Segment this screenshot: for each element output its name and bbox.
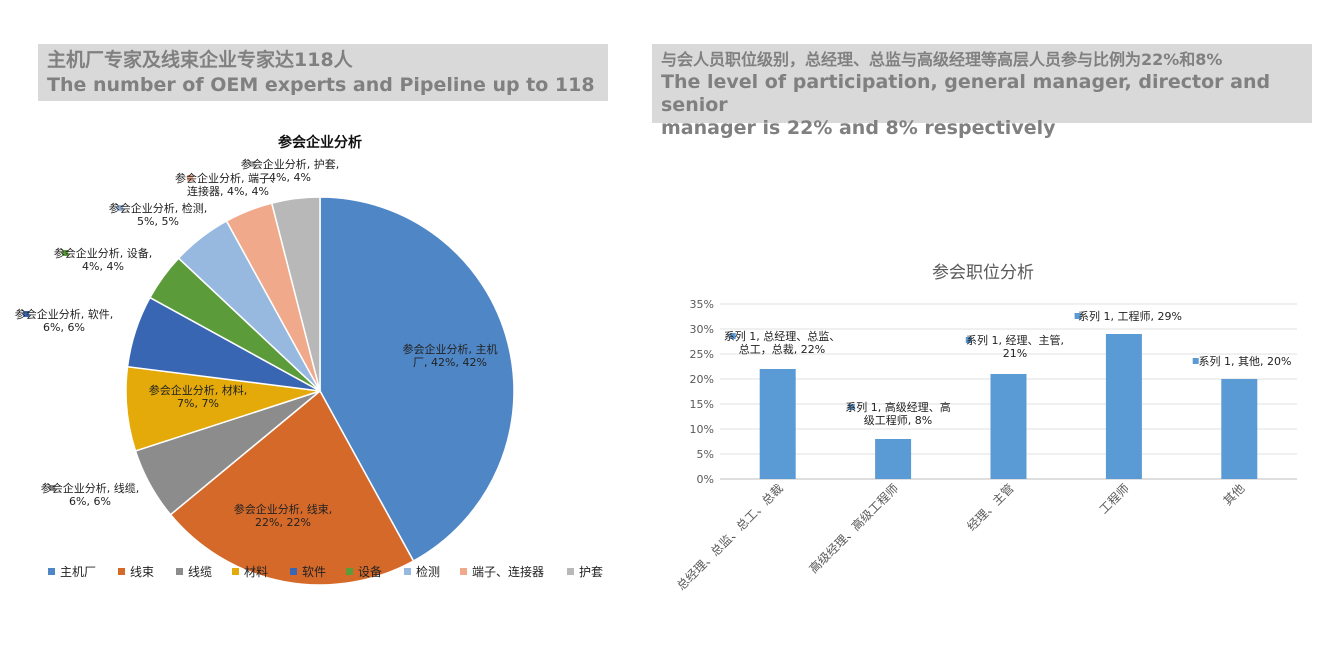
pie-slice-2 — [169, 389, 415, 586]
bar-xtick-4: 工程师 — [1096, 481, 1132, 517]
bar-ytick-3: 15% — [690, 398, 714, 411]
right-banner-cn: 与会人员职位级别，总经理、总监与高级经理等高层人员参与比例为22%和8% — [661, 50, 1223, 69]
pie-legend-swatch-1 — [48, 568, 55, 575]
bar-label-marker-4 — [1074, 313, 1081, 319]
pie-data-label-6: 参会企业分析, 设备, 4%, 4% — [54, 246, 153, 273]
bar-5 — [1221, 379, 1258, 479]
pie-legend-label-9: 护套 — [579, 565, 603, 579]
pie-data-label-main: 参会企业分析, 主机厂, 42%, 42% — [403, 342, 498, 369]
bar-ytick-5: 25% — [690, 348, 714, 361]
left-banner: 主机厂专家及线束企业专家达118人 The number of OEM expe… — [38, 44, 608, 101]
pie-label-marker-3 — [49, 485, 56, 491]
bar-data-label-2: 系列 1, 高级经理、高级工程师, 8% — [845, 400, 951, 427]
pie-data-label-9: 参会企业分析, 护套, 4%, 4% — [241, 157, 340, 184]
bar-ytick-6: 30% — [690, 323, 714, 336]
pie-slice-9 — [270, 196, 321, 392]
pie-chart: 参会企业分析 参会企业分析, 主机厂, 42%, 42% 参会企业分析, 线束, 2… — [15, 134, 603, 586]
pie-legend-swatch-8 — [460, 568, 467, 575]
left-banner-en: The number of OEM experts and Pipeline u… — [47, 74, 595, 96]
bar-xtick-5: 其他 — [1221, 481, 1248, 508]
pie-legend-label-5: 软件 — [302, 565, 326, 579]
bar-xtick-1: 总经理、总监、总工、总裁 — [674, 481, 786, 593]
pie-legend-swatch-4 — [232, 568, 239, 575]
pie-slice-1 — [319, 196, 515, 563]
pie-label-marker-5 — [23, 311, 30, 317]
pie-legend-swatch-3 — [176, 568, 183, 575]
right-banner: 与会人员职位级别，总经理、总监与高级经理等高层人员参与比例为22%和8% The… — [652, 44, 1312, 139]
bar-4 — [1105, 334, 1142, 479]
pie-legend-label-3: 线缆 — [188, 565, 212, 579]
left-banner-cn: 主机厂专家及线束企业专家达118人 — [47, 49, 353, 71]
bar-3 — [990, 374, 1027, 479]
pie-legend-label-4: 材料 — [244, 565, 268, 579]
bar-data-label-5: 系列 1, 其他, 20% — [1199, 354, 1292, 368]
bar-2 — [875, 439, 912, 479]
pie-label-marker-7 — [117, 205, 124, 211]
pie-legend-label-1: 主机厂 — [60, 565, 96, 579]
bar-ytick-0: 0% — [697, 473, 714, 486]
bar-data-label-3: 系列 1, 经理、主管, 21% — [966, 333, 1064, 360]
pie-title: 参会企业分析 — [278, 134, 362, 151]
right-banner-en-line2: manager is 22% and 8% respectively — [661, 117, 1056, 139]
bar-label-marker-2 — [848, 404, 855, 410]
bar-label-marker-3 — [965, 337, 972, 343]
pie-data-label-material: 参会企业分析, 材料, 7%, 7% — [149, 383, 248, 410]
pie-legend-label-2: 线束 — [130, 565, 154, 579]
right-banner-en-line1: The level of participation, general mana… — [661, 71, 1271, 116]
pie-label-marker-8 — [187, 175, 194, 181]
bar-1 — [759, 369, 796, 479]
pie-legend-swatch-2 — [118, 568, 125, 575]
pie-legend-swatch-5 — [290, 568, 297, 575]
bar-ytick-7: 35% — [690, 298, 714, 311]
bar-label-marker-1 — [729, 333, 736, 339]
bar-title: 参会职位分析 — [932, 263, 1034, 283]
pie-data-label-wire-harness: 参会企业分析, 线束, 22%, 22% — [234, 502, 333, 529]
pie-data-label-3: 参会企业分析, 线缆, 6%, 6% — [41, 481, 140, 508]
bar-ytick-1: 5% — [697, 448, 714, 461]
bar-xtick-3: 经理、主管 — [964, 481, 1017, 534]
bar-data-label-4: 系列 1, 工程师, 29% — [1078, 309, 1182, 323]
pie-legend-label-7: 检测 — [416, 564, 440, 579]
bar-label-marker-5 — [1192, 358, 1199, 364]
pie-legend-swatch-6 — [346, 568, 353, 575]
pie-legend-swatch-7 — [404, 568, 411, 575]
bar-xtick-2: 高级经理、高级工程师 — [806, 481, 901, 576]
pie-label-marker-9 — [249, 161, 256, 167]
bar-ytick-4: 20% — [690, 373, 714, 386]
pie-data-label-7: 参会企业分析, 检测, 5%, 5% — [109, 201, 208, 228]
bar-ytick-2: 10% — [690, 423, 714, 436]
pie-legend-swatch-9 — [567, 568, 574, 575]
pie-data-label-8: 参会企业分析, 端子、连接器, 4%, 4% — [175, 171, 281, 198]
pie-legend-label-8: 端子、连接器 — [472, 564, 544, 579]
pie-data-label-5: 参会企业分析, 软件, 6%, 6% — [15, 307, 114, 334]
bar-data-label-1: 系列 1, 总经理、总监、总工，总裁, 22% — [724, 329, 841, 356]
pie-label-marker-6 — [62, 250, 69, 256]
pie-legend-label-6: 设备 — [358, 565, 382, 579]
